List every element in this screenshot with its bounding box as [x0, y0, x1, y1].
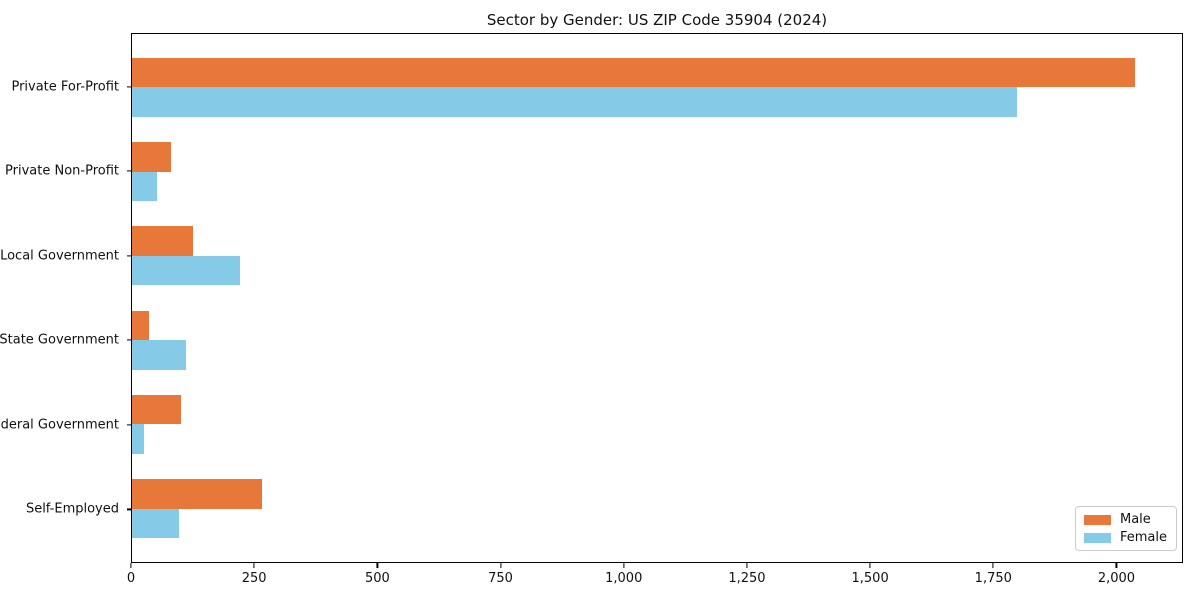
bar-male-3 [132, 310, 150, 341]
x-tick-mark [499, 563, 502, 568]
y-tick-label: Self-Employed [25, 501, 119, 517]
y-tick-mark [127, 170, 132, 172]
x-tick-mark [1115, 563, 1118, 568]
x-tick-label: 250 [241, 571, 267, 586]
bar-female-0 [132, 87, 1018, 117]
bar-male-4 [132, 394, 182, 425]
bar-male-0 [132, 58, 1136, 88]
y-tick-mark [127, 339, 132, 341]
y-tick-label: Local Government [0, 248, 119, 264]
y-tick-mark [127, 424, 132, 426]
x-tick-mark [869, 563, 871, 568]
bar-female-4 [132, 424, 145, 454]
x-tick-label: 1,000 [605, 571, 643, 586]
bars-layer [132, 34, 1182, 562]
x-tick-label: 500 [364, 571, 390, 586]
legend-label: Female [1119, 530, 1167, 545]
plot-area: Male Female [131, 33, 1183, 563]
x-tick-label: 1,250 [728, 571, 766, 586]
y-tick-label: Private For-Profit [11, 79, 119, 95]
legend-swatch-female [1083, 532, 1111, 543]
bar-female-3 [132, 340, 187, 370]
chart-title: Sector by Gender: US ZIP Code 35904 (202… [486, 11, 828, 29]
bar-female-1 [132, 171, 157, 202]
y-tick-mark [127, 255, 132, 257]
bar-male-5 [132, 479, 263, 509]
x-tick-mark [130, 563, 132, 568]
y-tick-label: Federal Government [0, 417, 119, 433]
y-tick-mark [127, 86, 132, 88]
y-axis: Private For-Profit Private Non-Profit Loca… [0, 33, 132, 563]
x-tick-mark [253, 563, 255, 568]
x-axis: 0 250 500 750 1,000 1,250 1,500 1,750 2,000 [127, 563, 1183, 595]
x-tick-mark [623, 563, 625, 568]
bar-male-1 [132, 142, 172, 172]
legend-label: Male [1119, 512, 1151, 527]
legend: Male Female [1074, 506, 1177, 551]
x-tick-label: 0 [126, 571, 136, 586]
legend-entry-male: Male [1083, 512, 1167, 527]
x-tick-label: 2,000 [1097, 571, 1136, 586]
y-tick-mark [127, 508, 132, 510]
x-tick-label: 1,500 [851, 571, 889, 586]
x-tick-label: 1,750 [974, 571, 1012, 586]
y-tick-label: State Government [0, 332, 119, 348]
bar-female-5 [132, 508, 179, 538]
x-tick-mark [992, 563, 994, 568]
bar-female-2 [132, 255, 241, 286]
legend-entry-female: Female [1083, 530, 1167, 545]
x-tick-label: 750 [488, 571, 513, 586]
bar-male-2 [132, 226, 194, 256]
y-tick-label: Private Non-Profit [5, 163, 119, 179]
x-tick-mark [746, 563, 748, 568]
legend-swatch-male [1083, 514, 1111, 525]
x-tick-mark [376, 563, 378, 568]
